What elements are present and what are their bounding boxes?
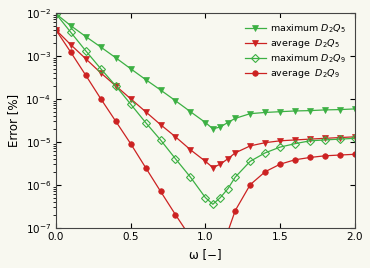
average  $D_2Q_5$ [211,166,215,169]
maximum $D_2Q_9$ [308,139,312,142]
average  $D_2Q_9$ [114,120,118,123]
maximum $D_2Q_5$ [293,109,297,113]
maximum $D_2Q_5$ [158,88,163,92]
Y-axis label: Error [%]: Error [%] [7,94,20,147]
average  $D_2Q_5$ [248,144,252,147]
average  $D_2Q_5$ [263,141,268,144]
average  $D_2Q_9$ [128,142,133,145]
maximum $D_2Q_9$ [353,137,357,140]
average  $D_2Q_5$ [338,136,342,139]
average  $D_2Q_5$ [84,57,88,61]
average  $D_2Q_5$ [158,123,163,126]
maximum $D_2Q_9$ [98,67,103,70]
maximum $D_2Q_9$ [293,142,297,145]
maximum $D_2Q_9$ [263,151,268,154]
maximum $D_2Q_9$ [323,138,327,142]
maximum $D_2Q_5$ [263,111,268,114]
average  $D_2Q_9$ [263,170,268,173]
average  $D_2Q_5$ [54,28,58,32]
average  $D_2Q_9$ [248,183,252,186]
average  $D_2Q_9$ [144,166,148,169]
average  $D_2Q_9$ [218,248,222,252]
average  $D_2Q_9$ [323,154,327,157]
maximum $D_2Q_5$ [353,107,357,110]
average  $D_2Q_5$ [98,71,103,75]
average  $D_2Q_9$ [84,74,88,77]
average  $D_2Q_5$ [188,148,193,151]
Line: maximum $D_2Q_9$: maximum $D_2Q_9$ [53,11,357,207]
maximum $D_2Q_5$ [128,67,133,70]
maximum $D_2Q_5$ [248,112,252,115]
average  $D_2Q_5$ [144,110,148,113]
average  $D_2Q_5$ [114,84,118,87]
maximum $D_2Q_5$ [84,35,88,38]
maximum $D_2Q_5$ [308,109,312,112]
average  $D_2Q_9$ [173,213,178,216]
X-axis label: ω [−]: ω [−] [189,248,222,261]
maximum $D_2Q_9$ [233,176,238,179]
average  $D_2Q_9$ [158,190,163,193]
maximum $D_2Q_9$ [226,187,230,191]
maximum $D_2Q_5$ [69,24,73,27]
maximum $D_2Q_5$ [188,110,193,113]
average  $D_2Q_9$ [203,256,208,259]
average  $D_2Q_9$ [293,158,297,161]
maximum $D_2Q_9$ [54,12,58,15]
average  $D_2Q_5$ [226,157,230,161]
maximum $D_2Q_5$ [226,121,230,124]
average  $D_2Q_5$ [323,137,327,140]
maximum $D_2Q_9$ [158,138,163,142]
maximum $D_2Q_5$ [218,125,222,129]
maximum $D_2Q_5$ [233,117,238,120]
maximum $D_2Q_9$ [278,146,282,149]
maximum $D_2Q_5$ [211,127,215,131]
average  $D_2Q_5$ [69,43,73,46]
average  $D_2Q_5$ [128,97,133,100]
maximum $D_2Q_5$ [144,78,148,81]
average  $D_2Q_9$ [188,236,193,239]
maximum $D_2Q_9$ [128,103,133,106]
maximum $D_2Q_5$ [173,99,178,102]
average  $D_2Q_9$ [211,261,215,265]
average  $D_2Q_5$ [353,135,357,139]
average  $D_2Q_5$ [173,135,178,139]
average  $D_2Q_9$ [338,153,342,157]
average  $D_2Q_9$ [54,28,58,32]
average  $D_2Q_9$ [226,230,230,233]
maximum $D_2Q_9$ [338,137,342,141]
average  $D_2Q_9$ [353,153,357,156]
maximum $D_2Q_5$ [323,108,327,111]
average  $D_2Q_5$ [293,138,297,142]
average  $D_2Q_5$ [218,163,222,166]
Line: average  $D_2Q_9$: average $D_2Q_9$ [53,27,357,266]
average  $D_2Q_9$ [98,97,103,100]
maximum $D_2Q_5$ [338,108,342,111]
maximum $D_2Q_9$ [84,49,88,53]
maximum $D_2Q_9$ [173,157,178,161]
average  $D_2Q_5$ [203,160,208,163]
average  $D_2Q_9$ [308,156,312,159]
average  $D_2Q_5$ [233,151,238,154]
maximum $D_2Q_9$ [248,160,252,163]
maximum $D_2Q_9$ [203,196,208,199]
Legend: maximum $D_2Q_5$, average  $D_2Q_5$, maximum $D_2Q_9$, average  $D_2Q_9$: maximum $D_2Q_5$, average $D_2Q_5$, maxi… [240,18,350,85]
maximum $D_2Q_5$ [98,46,103,49]
maximum $D_2Q_9$ [69,31,73,34]
maximum $D_2Q_5$ [54,12,58,15]
average  $D_2Q_5$ [308,137,312,141]
maximum $D_2Q_9$ [188,176,193,179]
maximum $D_2Q_9$ [218,196,222,199]
average  $D_2Q_9$ [233,209,238,212]
maximum $D_2Q_9$ [211,203,215,206]
average  $D_2Q_9$ [278,163,282,166]
maximum $D_2Q_5$ [203,121,208,124]
Line: maximum $D_2Q_5$: maximum $D_2Q_5$ [53,11,358,132]
Line: average  $D_2Q_5$: average $D_2Q_5$ [53,27,358,171]
average  $D_2Q_9$ [69,51,73,54]
maximum $D_2Q_9$ [144,121,148,124]
maximum $D_2Q_5$ [114,56,118,59]
maximum $D_2Q_5$ [278,110,282,113]
average  $D_2Q_5$ [278,139,282,142]
maximum $D_2Q_9$ [114,84,118,87]
